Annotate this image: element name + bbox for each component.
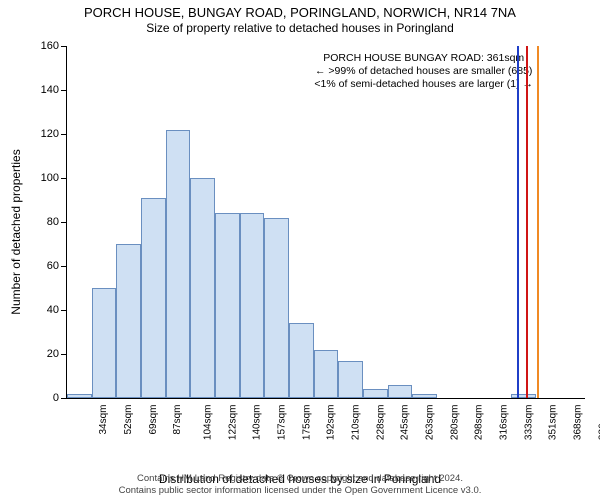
histogram-bar (264, 218, 289, 398)
histogram-bar (116, 244, 141, 398)
annotation-line: ← >99% of detached houses are smaller (6… (314, 65, 533, 78)
x-tick-label: 104sqm (201, 405, 214, 441)
chart-subtitle: Size of property relative to detached ho… (0, 19, 600, 35)
footer-line2: Contains public sector information licen… (119, 485, 482, 496)
y-axis-label: Number of detached properties (9, 149, 23, 314)
y-tick-label: 100 (41, 172, 67, 184)
x-tick-label: 386sqm (595, 405, 600, 441)
footer-line1: Contains HM Land Registry data © Crown c… (137, 473, 463, 484)
y-tick-label: 60 (47, 260, 67, 272)
footer-text: Contains HM Land Registry data © Crown c… (0, 473, 600, 496)
x-tick-label: 122sqm (225, 405, 238, 441)
x-tick-label: 52sqm (121, 405, 134, 435)
histogram-bar (289, 323, 314, 398)
x-tick-label: 69sqm (146, 405, 159, 435)
y-tick-label: 40 (47, 304, 67, 316)
x-tick-label: 157sqm (275, 405, 288, 441)
histogram-bar (190, 178, 215, 398)
y-tick-label: 20 (47, 348, 67, 360)
annotation-line: <1% of semi-detached houses are larger (… (314, 78, 533, 91)
x-tick-label: 368sqm (571, 405, 584, 441)
x-tick-label: 263sqm (423, 405, 436, 441)
y-tick-label: 80 (47, 216, 67, 228)
blue-marker (517, 46, 519, 398)
x-tick-label: 351sqm (546, 405, 559, 441)
chart-title: PORCH HOUSE, BUNGAY ROAD, PORINGLAND, NO… (0, 0, 600, 19)
chart-container: PORCH HOUSE, BUNGAY ROAD, PORINGLAND, NO… (0, 0, 600, 500)
x-tick-label: 298sqm (472, 405, 485, 441)
y-tick-label: 160 (41, 40, 67, 52)
y-tick-label: 0 (53, 392, 67, 404)
histogram-bar (92, 288, 117, 398)
x-tick-label: 87sqm (170, 405, 183, 435)
annotation-line: PORCH HOUSE BUNGAY ROAD: 361sqm (314, 52, 533, 65)
x-tick-label: 333sqm (521, 405, 534, 441)
x-tick-label: 316sqm (497, 405, 510, 441)
x-tick-label: 192sqm (324, 405, 337, 441)
histogram-bar (314, 350, 339, 398)
histogram-bar (388, 385, 413, 398)
x-tick-label: 245sqm (398, 405, 411, 441)
x-tick-label: 228sqm (373, 405, 386, 441)
histogram-bar (141, 198, 166, 398)
y-tick-label: 140 (41, 84, 67, 96)
histogram-bar (67, 394, 92, 398)
x-tick-label: 280sqm (447, 405, 460, 441)
histogram-bar (166, 130, 191, 398)
histogram-bar (338, 361, 363, 398)
x-tick-label: 175sqm (299, 405, 312, 441)
y-tick-label: 120 (41, 128, 67, 140)
orange-marker (537, 46, 539, 398)
plot-wrap: Number of detached properties PORCH HOUS… (44, 46, 584, 418)
x-tick-label: 34sqm (96, 405, 109, 435)
x-tick-label: 210sqm (349, 405, 362, 441)
plot-area: PORCH HOUSE BUNGAY ROAD: 361sqm← >99% of… (66, 46, 585, 399)
histogram-bar (412, 394, 437, 398)
histogram-bar (363, 389, 388, 398)
histogram-bar (511, 394, 536, 398)
histogram-bar (240, 213, 265, 398)
red-marker (526, 46, 528, 398)
histogram-bar (215, 213, 240, 398)
annotation-box: PORCH HOUSE BUNGAY ROAD: 361sqm← >99% of… (314, 52, 533, 91)
x-tick-label: 140sqm (250, 405, 263, 441)
